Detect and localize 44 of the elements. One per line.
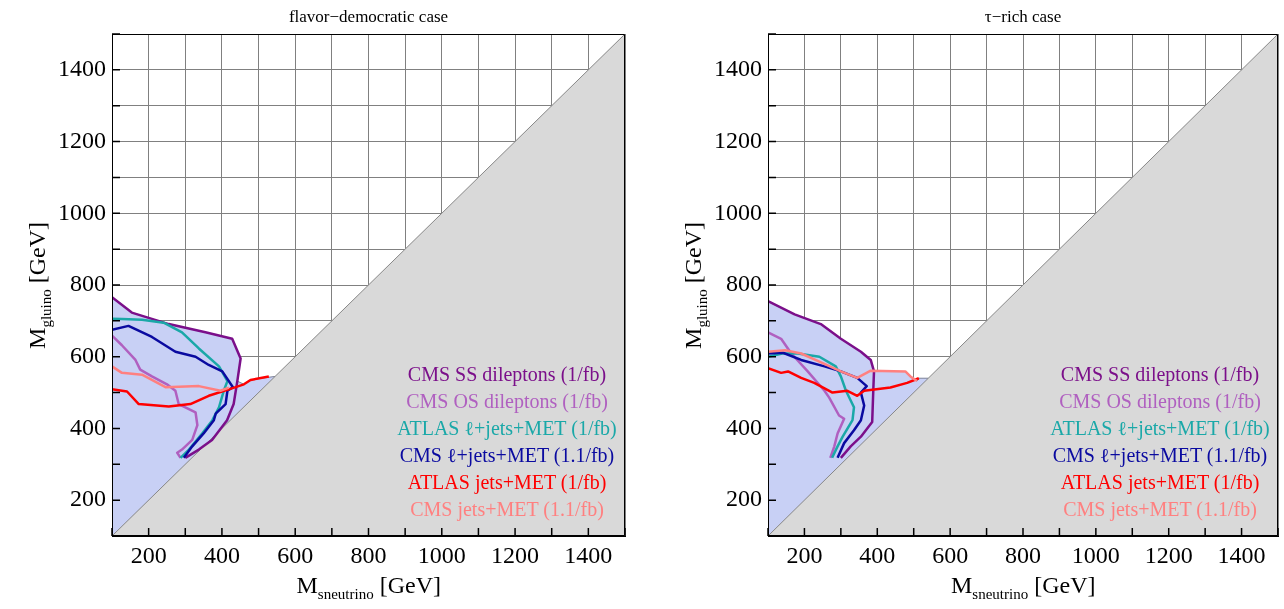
x-tick-label: 800	[350, 541, 387, 568]
text: CMS ℓ+jets+MET (1.1/fb)	[399, 444, 615, 468]
y-tick-label: 800	[70, 270, 106, 297]
x-tick-label: 400	[859, 541, 896, 568]
text: CMS OS dileptons (1/fb)	[1059, 390, 1261, 414]
y-tick-label: 1000	[58, 198, 106, 225]
text: ATLAS jets+MET (1/fb)	[407, 471, 607, 495]
x-tick-label: 200	[786, 541, 823, 568]
x-tick-label: 600	[932, 541, 969, 568]
x-tick-label: 1400	[564, 541, 613, 568]
text: ATLAS ℓ+jets+MET (1/fb)	[1050, 417, 1270, 441]
text: CMS jets+MET (1.1/fb)	[1063, 498, 1257, 522]
y-tick-label: 1400	[714, 55, 762, 82]
x-tick-label: 1200	[1144, 541, 1193, 568]
x-tick-label: 1000	[1071, 541, 1120, 568]
x-tick-label: 200	[130, 541, 167, 568]
text: CMS jets+MET (1.1/fb)	[410, 498, 604, 522]
y-tick-label: 1400	[58, 55, 106, 82]
text: CMS SS dileptons (1/fb)	[1060, 363, 1260, 387]
y-tick-label: 1200	[58, 126, 106, 153]
y-tick-label: 600	[726, 342, 762, 369]
y-tick-label: 1000	[714, 198, 762, 225]
text: CMS OS dileptons (1/fb)	[406, 390, 608, 414]
x-tick-label: 400	[203, 541, 240, 568]
text: ATLAS ℓ+jets+MET (1/fb)	[397, 417, 617, 441]
chart-title: τ−rich case	[984, 6, 1062, 26]
text: CMS SS dileptons (1/fb)	[407, 363, 607, 387]
x-axis-title: M$_{sneutrino}$ [GeV]	[951, 572, 1096, 603]
y-tick-label: 400	[70, 413, 106, 440]
x-axis-title: M$_{sneutrino}$ [GeV]	[296, 572, 441, 603]
chart-title: flavor−democratic case	[288, 6, 449, 26]
x-tick-label: 1200	[491, 541, 540, 568]
y-tick-label: 200	[70, 485, 106, 512]
y-tick-label: 600	[70, 342, 106, 369]
x-tick-label: 600	[277, 541, 314, 568]
x-tick-label: 1000	[417, 541, 466, 568]
x-tick-label: 800	[1005, 541, 1041, 568]
x-tick-label: 1400	[1217, 541, 1266, 568]
y-tick-label: 400	[726, 413, 762, 440]
y-tick-label: 1200	[714, 126, 762, 153]
y-tick-label: 200	[726, 485, 762, 512]
text: ATLAS jets+MET (1/fb)	[1060, 471, 1260, 495]
text: CMS ℓ+jets+MET (1.1/fb)	[1052, 444, 1268, 468]
y-tick-label: 800	[726, 270, 762, 297]
